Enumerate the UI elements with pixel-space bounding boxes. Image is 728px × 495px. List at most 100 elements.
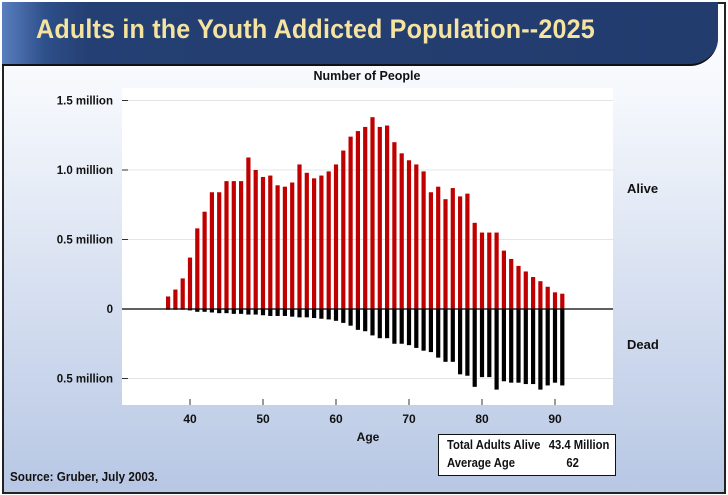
bar-dead bbox=[428, 309, 433, 353]
bar-alive bbox=[428, 192, 433, 309]
bar-alive bbox=[531, 277, 536, 309]
bar-alive bbox=[187, 257, 193, 309]
bar-dead bbox=[355, 309, 360, 330]
bar-alive bbox=[414, 164, 419, 309]
bar-alive bbox=[523, 271, 528, 309]
bar-dead bbox=[465, 309, 470, 376]
bar-alive bbox=[319, 175, 324, 309]
bar-alive bbox=[509, 258, 514, 309]
title-banner: Adults in the Youth Addicted Population-… bbox=[2, 2, 718, 66]
bar-alive bbox=[370, 117, 375, 310]
bar-alive bbox=[472, 222, 477, 309]
bar-dead bbox=[195, 309, 200, 312]
source-note: Source: Gruber, July 2003. bbox=[10, 469, 158, 484]
bar-dead bbox=[516, 309, 521, 383]
bar-alive bbox=[297, 164, 302, 309]
y-tick-label: 0.5 million bbox=[57, 235, 113, 247]
bar-dead bbox=[260, 309, 266, 316]
bar-alive bbox=[450, 188, 455, 309]
bar-dead bbox=[319, 309, 324, 319]
bar-dead bbox=[224, 309, 229, 314]
bar-dead bbox=[363, 309, 368, 332]
bar-alive bbox=[545, 286, 550, 309]
bar-alive bbox=[326, 171, 331, 309]
bar-dead bbox=[246, 309, 251, 315]
bar-dead bbox=[501, 309, 506, 382]
bar-dead bbox=[231, 309, 236, 314]
y-tick-label: 0 bbox=[107, 304, 113, 316]
bar-dead bbox=[209, 309, 214, 313]
bar-alive bbox=[304, 172, 309, 309]
bar-alive bbox=[202, 211, 207, 309]
x-tick-label: 40 bbox=[183, 412, 197, 426]
bar-alive bbox=[209, 192, 214, 309]
bar-dead bbox=[187, 309, 193, 311]
legend-dead: Dead bbox=[627, 337, 659, 352]
bar-alive bbox=[246, 157, 251, 309]
stat-row-total: Total Adults Alive 43.4 Million bbox=[447, 438, 609, 456]
bar-dead bbox=[421, 309, 426, 351]
bar-alive bbox=[552, 292, 558, 309]
bar-dead bbox=[341, 309, 346, 323]
bar-alive bbox=[465, 193, 470, 309]
bar-alive bbox=[443, 199, 448, 309]
bar-dead bbox=[443, 309, 448, 362]
bar-dead bbox=[472, 309, 477, 387]
stat-value: 43.4 Million bbox=[548, 438, 609, 452]
bar-dead bbox=[552, 309, 558, 383]
bar-alive bbox=[377, 126, 382, 309]
bar-alive bbox=[392, 142, 397, 309]
slide-title: Adults in the Youth Addicted Population-… bbox=[36, 14, 595, 44]
bar-dead bbox=[509, 309, 514, 383]
bar-dead bbox=[290, 309, 295, 317]
bar-alive bbox=[195, 228, 200, 309]
bar-alive bbox=[494, 232, 499, 309]
bar-dead bbox=[326, 309, 331, 320]
x-axis-label: Age bbox=[357, 430, 380, 444]
bar-dead bbox=[487, 309, 492, 378]
bar-alive bbox=[487, 232, 492, 309]
bar-alive bbox=[312, 178, 317, 309]
x-tick-label: 50 bbox=[256, 412, 270, 426]
x-tick-label: 70 bbox=[402, 412, 416, 426]
bar-alive bbox=[363, 126, 368, 309]
bar-dead bbox=[399, 309, 404, 344]
bar-alive bbox=[406, 160, 412, 309]
bar-dead bbox=[202, 309, 207, 312]
bar-alive bbox=[275, 185, 280, 309]
bar-alive bbox=[355, 131, 360, 309]
x-tick-label: 90 bbox=[548, 412, 562, 426]
chart-title: Number of People bbox=[314, 69, 421, 83]
bar-dead bbox=[297, 309, 302, 318]
bar-dead bbox=[385, 309, 390, 339]
y-tick-label: 1.5 million bbox=[57, 96, 113, 108]
bar-alive bbox=[224, 181, 229, 309]
bar-alive bbox=[166, 296, 171, 309]
bar-dead bbox=[275, 309, 280, 316]
bar-dead bbox=[282, 309, 287, 316]
bar-dead bbox=[414, 309, 419, 348]
bar-dead bbox=[392, 309, 397, 344]
bar-dead bbox=[450, 309, 455, 362]
bar-dead bbox=[494, 309, 499, 390]
bar-alive bbox=[180, 278, 185, 309]
bar-alive bbox=[333, 164, 339, 309]
bar-dead bbox=[217, 309, 222, 314]
bar-dead bbox=[538, 309, 543, 390]
bar-dead bbox=[333, 309, 339, 321]
bar-alive bbox=[341, 150, 346, 309]
legend-alive: Alive bbox=[627, 181, 658, 196]
bar-dead bbox=[348, 309, 353, 326]
bar-alive bbox=[501, 250, 506, 309]
bar-dead bbox=[560, 309, 565, 386]
bar-dead bbox=[268, 309, 273, 316]
stat-label: Total Adults Alive bbox=[447, 438, 541, 452]
bar-dead bbox=[239, 309, 244, 314]
x-tick-label: 60 bbox=[329, 412, 343, 426]
bar-alive bbox=[282, 186, 287, 309]
bar-dead bbox=[312, 309, 317, 319]
bar-alive bbox=[290, 182, 295, 309]
bar-alive bbox=[560, 293, 565, 309]
y-tick-label: 0.5 million bbox=[57, 374, 113, 386]
